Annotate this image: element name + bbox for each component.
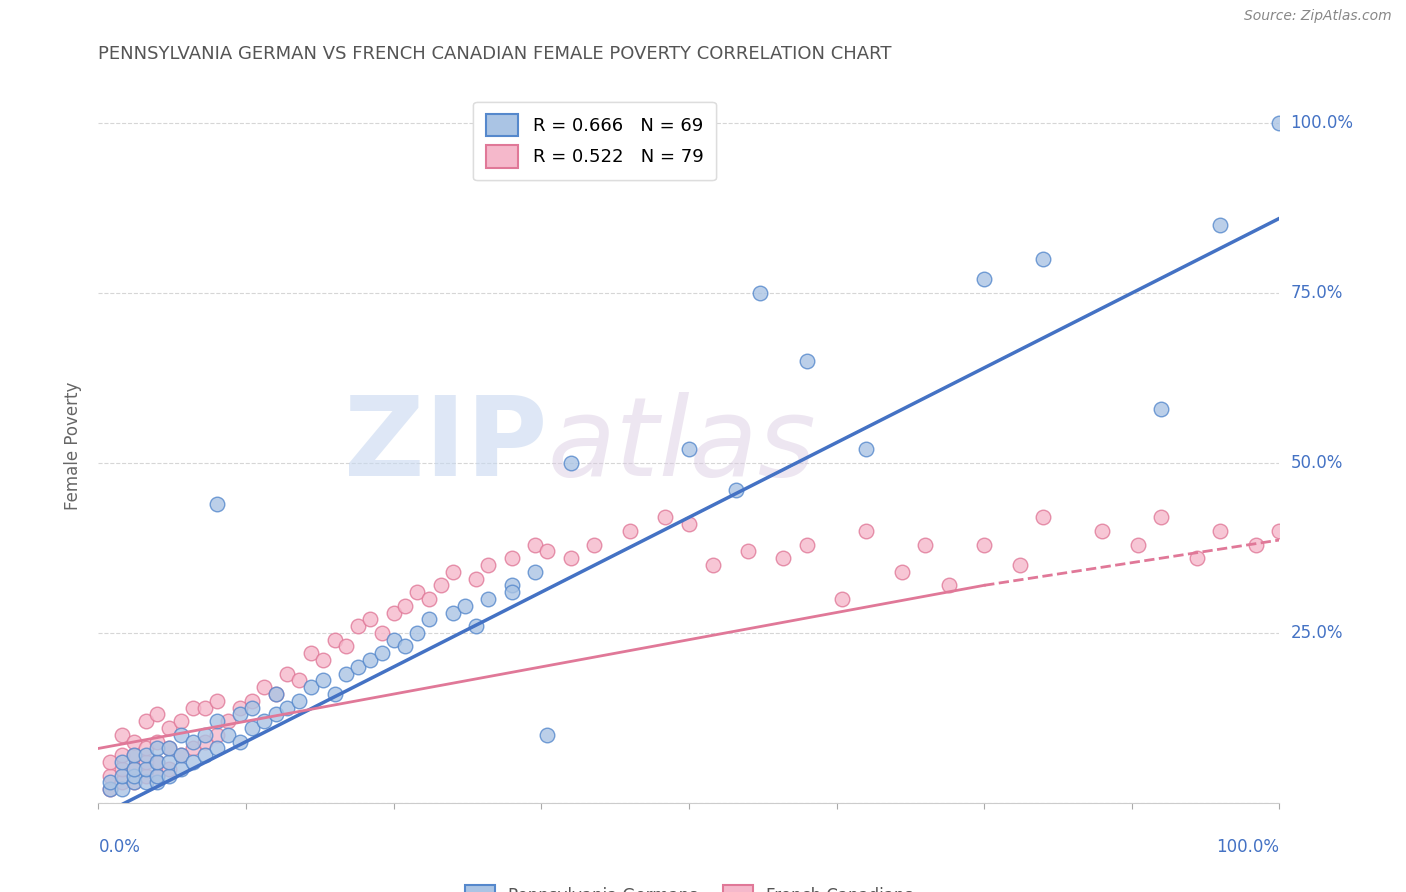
Point — [111, 769, 134, 783]
Point — [181, 755, 204, 769]
Point — [465, 619, 488, 633]
Point — [205, 497, 228, 511]
Point — [264, 707, 287, 722]
Point — [122, 775, 145, 789]
Point — [181, 734, 204, 748]
Point — [135, 714, 157, 729]
Point — [253, 714, 276, 729]
Y-axis label: Female Poverty: Female Poverty — [65, 382, 83, 510]
Point — [170, 748, 193, 763]
Point — [205, 741, 228, 756]
Point — [98, 769, 121, 783]
Point — [122, 769, 145, 783]
Point — [205, 714, 228, 729]
Point — [135, 741, 157, 756]
Point — [477, 558, 499, 572]
Point — [170, 762, 193, 776]
Point — [796, 354, 818, 368]
Text: 100.0%: 100.0% — [1291, 114, 1354, 132]
Point — [240, 694, 263, 708]
Point — [217, 728, 239, 742]
Point — [737, 544, 759, 558]
Point — [312, 653, 335, 667]
Text: ZIP: ZIP — [344, 392, 547, 500]
Point — [157, 741, 180, 756]
Point — [501, 585, 523, 599]
Point — [347, 660, 370, 674]
Point — [441, 565, 464, 579]
Point — [501, 551, 523, 566]
Point — [748, 286, 770, 301]
Point — [1126, 537, 1149, 551]
Point — [914, 537, 936, 551]
Point — [276, 666, 298, 681]
Point — [394, 599, 416, 613]
Point — [1244, 537, 1267, 551]
Point — [98, 775, 121, 789]
Point — [122, 734, 145, 748]
Point — [335, 666, 357, 681]
Point — [194, 748, 217, 763]
Point — [501, 578, 523, 592]
Point — [181, 741, 204, 756]
Point — [253, 680, 276, 694]
Text: 100.0%: 100.0% — [1216, 838, 1279, 856]
Point — [1209, 218, 1232, 232]
Point — [157, 741, 180, 756]
Point — [1268, 116, 1291, 130]
Point — [1209, 524, 1232, 538]
Point — [146, 769, 169, 783]
Point — [170, 748, 193, 763]
Point — [973, 537, 995, 551]
Point — [146, 734, 169, 748]
Point — [240, 721, 263, 735]
Point — [524, 537, 547, 551]
Point — [382, 632, 405, 647]
Point — [264, 687, 287, 701]
Point — [702, 558, 724, 572]
Point — [536, 544, 558, 558]
Point — [772, 551, 794, 566]
Point — [146, 755, 169, 769]
Point — [240, 700, 263, 714]
Legend: R = 0.666   N = 69, R = 0.522   N = 79: R = 0.666 N = 69, R = 0.522 N = 79 — [472, 102, 716, 180]
Point — [135, 769, 157, 783]
Point — [111, 748, 134, 763]
Point — [1008, 558, 1031, 572]
Text: 50.0%: 50.0% — [1291, 454, 1343, 472]
Point — [135, 755, 157, 769]
Point — [406, 585, 429, 599]
Point — [1268, 524, 1291, 538]
Point — [524, 565, 547, 579]
Point — [441, 606, 464, 620]
Point — [1032, 510, 1054, 524]
Point — [725, 483, 748, 498]
Point — [111, 762, 134, 776]
Point — [146, 775, 169, 789]
Point — [146, 769, 169, 783]
Point — [619, 524, 641, 538]
Text: atlas: atlas — [547, 392, 815, 500]
Point — [536, 728, 558, 742]
Point — [371, 646, 394, 660]
Point — [560, 456, 582, 470]
Point — [111, 728, 134, 742]
Point — [430, 578, 453, 592]
Point — [194, 734, 217, 748]
Text: 0.0%: 0.0% — [98, 838, 141, 856]
Point — [229, 734, 252, 748]
Point — [335, 640, 357, 654]
Point — [938, 578, 960, 592]
Point — [1185, 551, 1208, 566]
Point — [855, 524, 877, 538]
Point — [111, 755, 134, 769]
Point — [264, 687, 287, 701]
Point — [170, 714, 193, 729]
Point — [890, 565, 912, 579]
Point — [181, 700, 204, 714]
Point — [170, 728, 193, 742]
Point — [157, 721, 180, 735]
Point — [122, 762, 145, 776]
Point — [299, 646, 322, 660]
